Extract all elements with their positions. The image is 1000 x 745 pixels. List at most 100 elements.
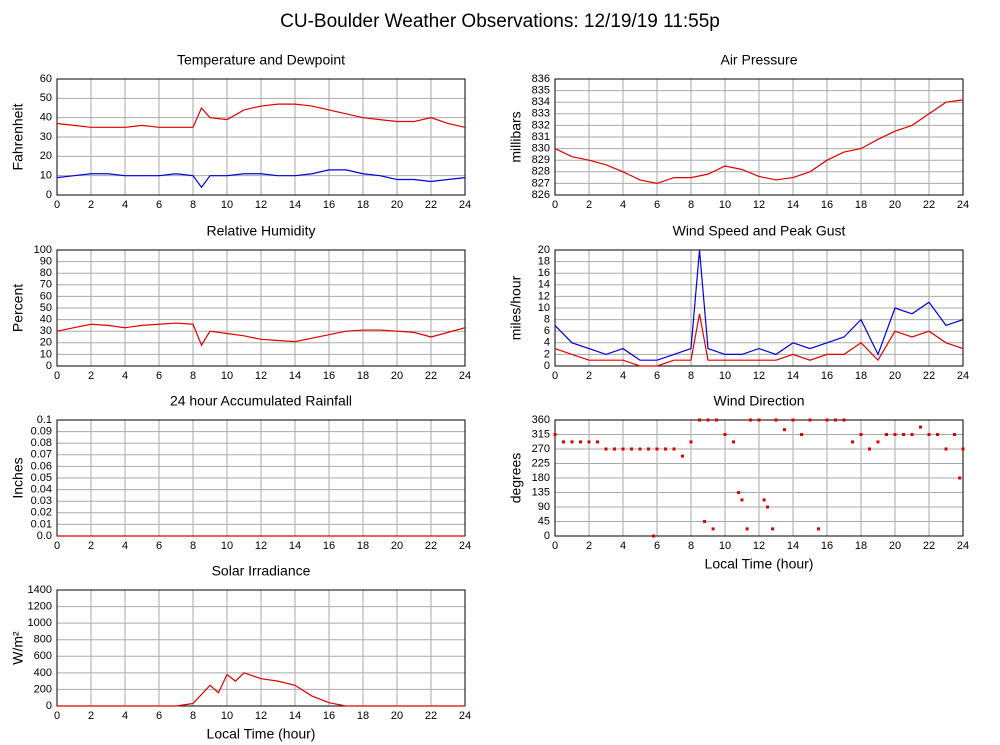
- x-tick-label: 8: [688, 370, 694, 382]
- x-tick-label: 24: [459, 540, 471, 552]
- data-point: [562, 440, 565, 444]
- x-tick-label: 16: [323, 199, 335, 211]
- chart-title: Solar Irradiance: [212, 563, 311, 579]
- y-tick-label: 12: [538, 290, 550, 302]
- y-tick-label: 80: [40, 267, 52, 279]
- data-point: [800, 433, 803, 436]
- data-point: [749, 418, 752, 422]
- data-point: [902, 433, 905, 436]
- x-tick-label: 2: [586, 199, 592, 211]
- x-tick-label: 20: [391, 370, 403, 382]
- x-tick-label: 4: [122, 370, 128, 382]
- y-tick-label: 225: [532, 457, 550, 469]
- y-tick-label: 8: [544, 314, 550, 326]
- x-tick-label: 14: [787, 370, 799, 382]
- x-tick-label: 20: [889, 370, 901, 382]
- data-point: [766, 505, 769, 509]
- data-point: [579, 440, 582, 444]
- data-line: [56, 169, 466, 189]
- y-tick-label: 14: [538, 279, 550, 291]
- y-tick-label: 135: [532, 486, 550, 498]
- x-tick-label: 16: [821, 370, 833, 382]
- x-tick-label: 18: [855, 199, 867, 211]
- x-tick-label: 24: [459, 710, 471, 722]
- data-point: [893, 433, 897, 436]
- x-tick-label: 6: [654, 199, 660, 211]
- x-tick-label: 0: [54, 370, 60, 382]
- x-tick-label: 16: [821, 199, 833, 211]
- x-tick-label: 24: [957, 370, 969, 382]
- x-tick-label: 18: [357, 199, 369, 211]
- data-point: [664, 447, 667, 451]
- y-axis-label: Inches: [10, 457, 26, 498]
- y-tick-label: 6: [544, 325, 550, 337]
- y-tick-label: 0.02: [31, 507, 52, 519]
- y-tick-label: 0: [46, 189, 52, 201]
- x-tick-label: 10: [221, 370, 233, 382]
- y-tick-label: 18: [538, 256, 550, 268]
- y-tick-label: 100: [34, 244, 52, 256]
- y-tick-label: 16: [538, 267, 550, 279]
- y-tick-label: 0.06: [31, 460, 52, 472]
- data-point: [647, 447, 650, 451]
- x-axis-label: Local Time (hour): [207, 726, 316, 742]
- y-tick-label: 70: [40, 279, 52, 291]
- data-point: [868, 447, 871, 451]
- data-point: [570, 440, 574, 444]
- x-tick-label: 8: [190, 540, 196, 552]
- data-point: [927, 433, 931, 436]
- data-point: [553, 433, 557, 436]
- y-tick-label: 832: [532, 119, 550, 131]
- x-tick-label: 22: [425, 710, 437, 722]
- x-tick-label: 12: [255, 199, 267, 211]
- data-point: [961, 447, 965, 451]
- plot-frame: [56, 589, 466, 707]
- y-tick-label: 40: [40, 112, 52, 124]
- x-tick-label: 14: [289, 710, 301, 722]
- y-tick-label: 0.04: [31, 484, 52, 496]
- x-tick-label: 22: [425, 370, 437, 382]
- y-tick-label: 30: [40, 325, 52, 337]
- x-tick-label: 24: [957, 199, 969, 211]
- data-point: [817, 527, 820, 531]
- x-tick-label: 0: [552, 370, 558, 382]
- data-point: [762, 498, 766, 502]
- x-tick-label: 10: [221, 710, 233, 722]
- page-title: CU-Boulder Weather Observations: 12/19/1…: [280, 11, 720, 32]
- data-point: [851, 440, 854, 444]
- y-tick-label: 10: [40, 348, 52, 360]
- y-tick-label: 800: [34, 634, 52, 646]
- data-point: [910, 433, 914, 436]
- x-tick-label: 14: [289, 370, 301, 382]
- x-tick-label: 16: [821, 540, 833, 552]
- data-line: [554, 99, 964, 185]
- x-tick-label: 2: [88, 370, 94, 382]
- data-point: [655, 447, 659, 451]
- y-tick-label: 0.03: [31, 495, 52, 507]
- y-tick-label: 0.05: [31, 472, 52, 484]
- x-tick-label: 22: [923, 199, 935, 211]
- x-tick-label: 10: [719, 540, 731, 552]
- x-tick-label: 2: [88, 199, 94, 211]
- y-tick-label: 90: [538, 501, 550, 513]
- y-tick-label: 1400: [28, 584, 52, 596]
- x-tick-label: 18: [855, 370, 867, 382]
- x-tick-label: 18: [357, 710, 369, 722]
- data-point: [638, 447, 642, 451]
- data-point: [842, 418, 846, 422]
- y-tick-label: 400: [34, 667, 52, 679]
- y-tick-label: 10: [40, 170, 52, 182]
- data-point: [672, 447, 676, 451]
- data-point: [757, 418, 761, 422]
- x-tick-label: 6: [156, 540, 162, 552]
- y-tick-label: 360: [532, 414, 550, 426]
- x-axis-label: Local Time (hour): [705, 556, 814, 572]
- x-tick-label: 14: [289, 199, 301, 211]
- data-point: [723, 433, 727, 436]
- y-tick-label: 0.01: [31, 518, 52, 530]
- y-tick-label: 0: [46, 700, 52, 712]
- chart-title: Temperature and Dewpoint: [177, 52, 345, 68]
- x-tick-label: 20: [391, 710, 403, 722]
- data-point: [706, 418, 710, 422]
